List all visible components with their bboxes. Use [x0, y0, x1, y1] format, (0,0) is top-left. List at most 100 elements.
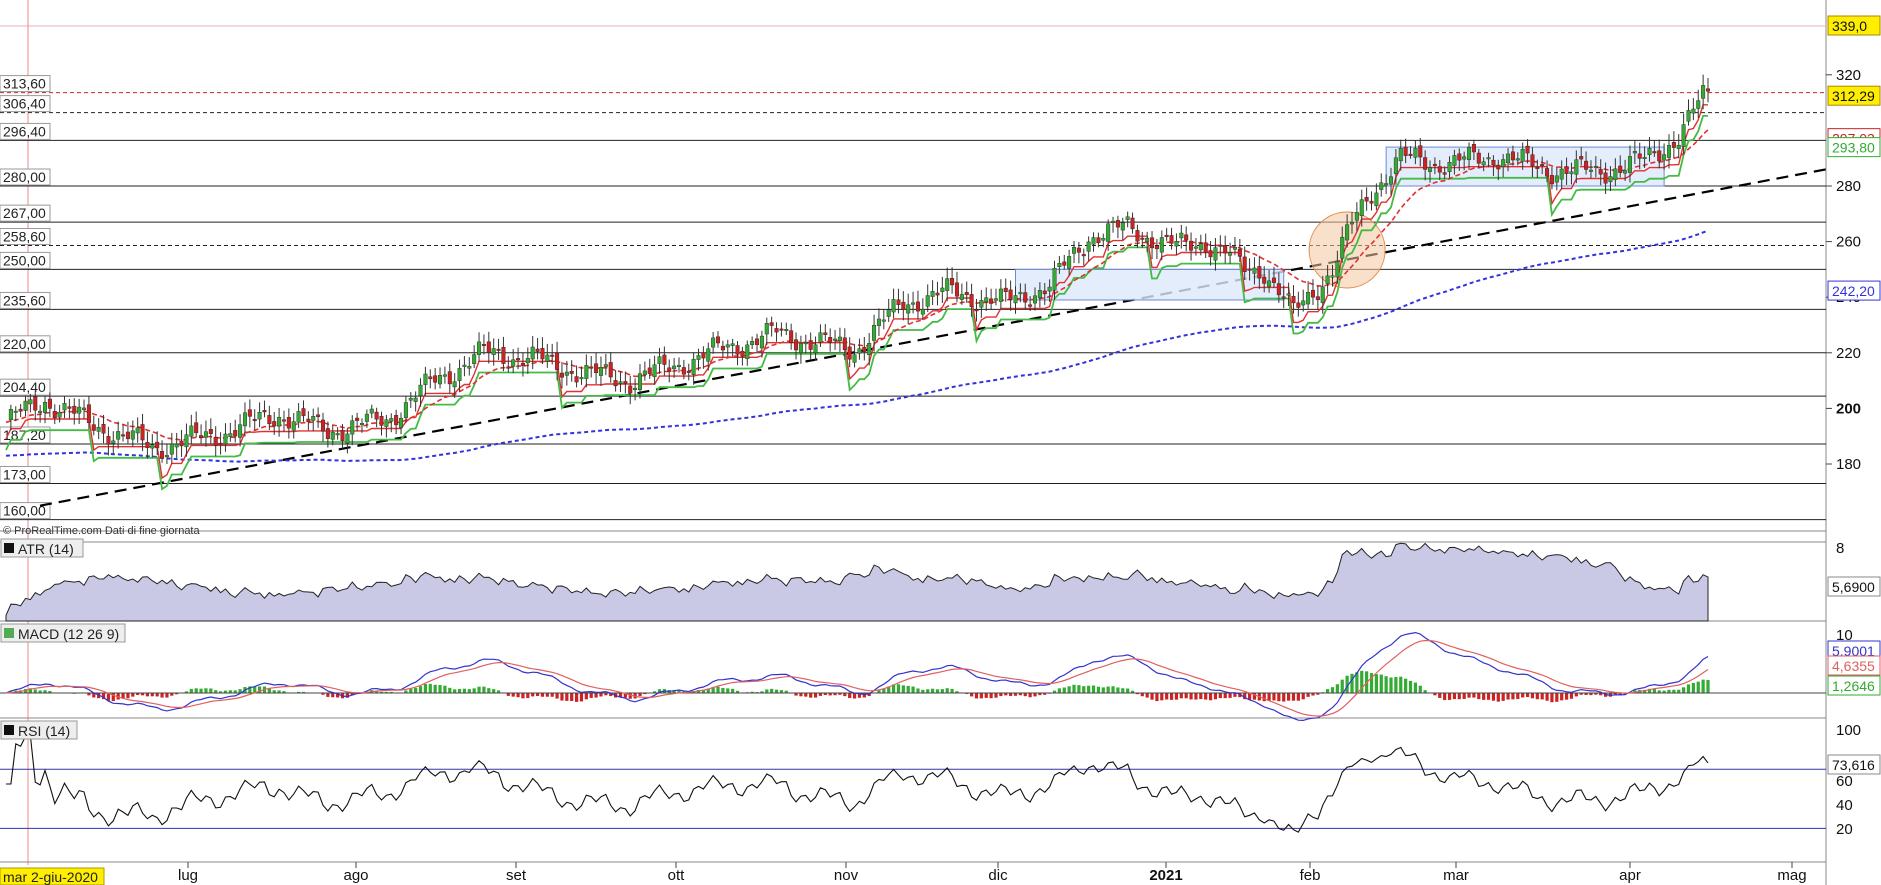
candle-down — [1203, 242, 1208, 253]
macd-histogram-bar — [1272, 693, 1276, 701]
candle-down — [1364, 197, 1369, 202]
macd-histogram-bar — [1569, 693, 1574, 699]
candle-down — [1457, 153, 1462, 161]
macd-histogram-bar — [1174, 693, 1179, 700]
macd-histogram-bar — [1189, 693, 1193, 700]
candle-down — [501, 347, 506, 364]
candle-down — [179, 440, 184, 447]
candle-up — [1608, 176, 1613, 183]
top-price-tag-box — [1827, 15, 1881, 36]
macd-histogram-bar — [1262, 693, 1266, 702]
macd-histogram-bar — [438, 685, 442, 693]
macd-histogram-bar — [126, 693, 130, 699]
candle-down — [842, 337, 847, 350]
macd-histogram-bar — [1545, 693, 1549, 701]
candle-up — [277, 417, 282, 427]
macd-histogram-bar — [1384, 676, 1388, 693]
candle-up — [1037, 290, 1042, 299]
candle-down — [1247, 268, 1252, 271]
candle-up — [1389, 176, 1394, 185]
macd-header[interactable]: MACD (12 26 9) — [0, 623, 126, 643]
candle-up — [730, 343, 735, 346]
candle-down — [569, 371, 574, 374]
macd-histogram-bar — [326, 693, 330, 697]
candle-up — [1691, 108, 1696, 114]
x-tick-label: feb — [1300, 867, 1321, 884]
macd-histogram-bar — [87, 693, 91, 696]
candle-up — [1111, 220, 1116, 223]
candle-down — [1315, 296, 1320, 301]
candle-down — [1135, 230, 1140, 242]
candle-up — [1559, 168, 1564, 180]
candle-up — [1686, 110, 1691, 122]
candle-up — [472, 354, 477, 364]
macd-histogram-bar — [1584, 693, 1588, 695]
macd-histogram-bar — [462, 688, 467, 693]
candle-down — [789, 330, 794, 343]
candle-up — [1398, 147, 1403, 162]
x-tick-label: 2021 — [1149, 867, 1182, 884]
rsi-header[interactable]: RSI (14) — [0, 720, 78, 740]
macd-histogram-bar — [1165, 693, 1169, 700]
macd-histogram-bar — [131, 693, 135, 697]
atr-header[interactable]: ATR (14) — [0, 538, 84, 558]
candle-up — [403, 402, 408, 419]
candle-down — [481, 344, 486, 346]
candle-down — [1579, 156, 1584, 160]
candle-down — [574, 376, 579, 383]
candle-down — [1208, 250, 1213, 258]
candle-down — [686, 370, 691, 373]
rsi-axis-label: 20 — [1836, 821, 1853, 838]
candle-down — [72, 405, 77, 414]
candle-up — [837, 336, 842, 342]
candle-up — [23, 400, 28, 411]
macd-histogram-bar — [506, 693, 510, 696]
candle-down — [989, 298, 994, 304]
cursor-date-tag: mar 2-giu-2020 — [0, 867, 105, 885]
macd-histogram-bar — [101, 693, 106, 700]
candle-up — [384, 419, 389, 427]
macd-histogram-bar — [516, 693, 520, 698]
candle-down — [808, 340, 813, 350]
candle-up — [399, 417, 404, 428]
consolidation-box-1 — [1014, 268, 1285, 301]
indicator-value-tag-box — [1827, 137, 1881, 158]
candle-up — [813, 344, 818, 354]
candle-up — [57, 411, 62, 418]
atr-area — [5, 542, 1709, 622]
candle-up — [423, 373, 428, 385]
candle-down — [1432, 163, 1437, 166]
macd-histogram-bar — [809, 693, 813, 698]
indicator-value-tag: 293,80 — [1832, 140, 1875, 156]
macd-histogram-bar — [1477, 693, 1481, 700]
candle-up — [1198, 243, 1203, 251]
candle-down — [1281, 296, 1286, 299]
candle-up — [1213, 247, 1218, 261]
macd-histogram-bar — [877, 689, 881, 693]
candle-down — [199, 435, 204, 438]
macd-histogram-bar — [1369, 673, 1374, 693]
candle-up — [618, 381, 623, 384]
macd-histogram-bar — [511, 693, 515, 697]
macd-histogram-bar — [1077, 685, 1081, 693]
candle-down — [520, 362, 525, 366]
candle-down — [1496, 164, 1501, 170]
macd-histogram-bar — [1389, 677, 1393, 693]
candle-up — [1593, 165, 1598, 168]
candle-down — [1271, 277, 1276, 283]
macd-histogram-bar — [1360, 670, 1364, 693]
macd-histogram-bar — [218, 691, 223, 693]
candle-up — [1501, 159, 1506, 167]
level-label: 306,40 — [3, 96, 46, 112]
macd-histogram-bar — [838, 693, 842, 695]
candle-down — [486, 341, 491, 353]
macd-histogram-bar — [1525, 693, 1530, 697]
macd-histogram-bar — [1355, 672, 1359, 693]
candle-up — [891, 299, 896, 313]
candle-up — [1057, 262, 1062, 267]
macd-histogram-bar — [1501, 693, 1505, 701]
level-label: 313,60 — [3, 76, 46, 92]
macd-histogram-bar — [443, 685, 447, 693]
macd-histogram-bar — [521, 693, 525, 699]
